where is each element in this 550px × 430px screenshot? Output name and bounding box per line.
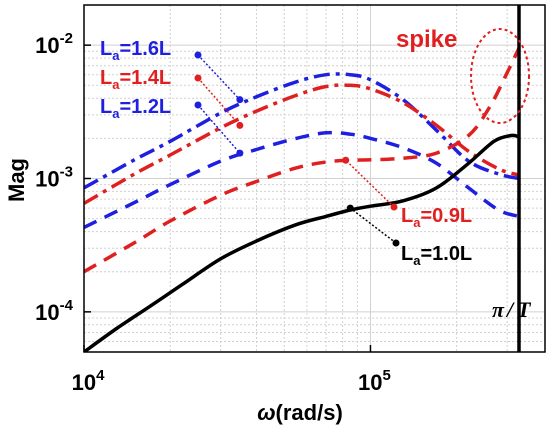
- leader-dot: [194, 101, 202, 109]
- grid: [83, 4, 545, 353]
- svg-text:π: π: [492, 297, 505, 322]
- series-line-s16: [84, 72, 519, 190]
- series-labels: La=1.6L La=1.4L La=1.2L La=0.9L La=1.0L: [100, 38, 472, 268]
- leader-dot: [194, 74, 202, 82]
- y-axis-label: Mag: [4, 158, 29, 202]
- leader-line: [349, 207, 397, 244]
- limit-label: π / T: [492, 297, 532, 322]
- series-label-s16: La=1.6L: [100, 38, 171, 63]
- series-label-s10: La=1.0L: [401, 243, 472, 268]
- label-leaders: [194, 51, 400, 247]
- leader-dot: [392, 239, 400, 247]
- x-tick-labels: 104 105: [72, 367, 391, 395]
- series-line-s09: [84, 47, 519, 274]
- x-axis-units: (rad/s): [276, 400, 343, 425]
- series-label-s14: La=1.4L: [100, 67, 171, 92]
- leader-dot: [194, 51, 202, 59]
- x-axis-symbol: ω: [257, 400, 275, 425]
- y-tick-label: 10-3: [35, 164, 73, 192]
- y-tick-label: 10-4: [35, 297, 73, 325]
- svg-text:/: /: [505, 297, 515, 322]
- leader-dot: [346, 204, 354, 212]
- series-label-s09: La=0.9L: [401, 205, 472, 230]
- y-tick-label: 10-2: [35, 30, 73, 58]
- leader-dot: [342, 156, 350, 164]
- series-line-s14: [84, 83, 519, 205]
- series-line-s10: [84, 133, 519, 352]
- leader-dot: [390, 203, 398, 211]
- leader-dot: [236, 96, 244, 104]
- x-tick-label: 105: [358, 367, 391, 395]
- axis-ticks: [83, 44, 372, 352]
- y-tick-labels: 10-2 10-3 10-4: [35, 30, 73, 325]
- leader-line: [197, 77, 241, 126]
- spike-ellipse: [470, 28, 530, 124]
- leader-line: [345, 159, 395, 208]
- svg-text:T: T: [517, 297, 532, 322]
- series-label-s12: La=1.2L: [100, 96, 171, 121]
- x-tick-label: 104: [72, 367, 105, 395]
- series-line-s12: [84, 130, 519, 229]
- series-layer: [84, 47, 519, 352]
- leader-dot: [236, 121, 244, 129]
- x-axis-label: ω(rad/s): [257, 400, 343, 425]
- spike-label: spike: [396, 26, 457, 53]
- leader-line: [197, 104, 241, 154]
- leader-dot: [236, 149, 244, 157]
